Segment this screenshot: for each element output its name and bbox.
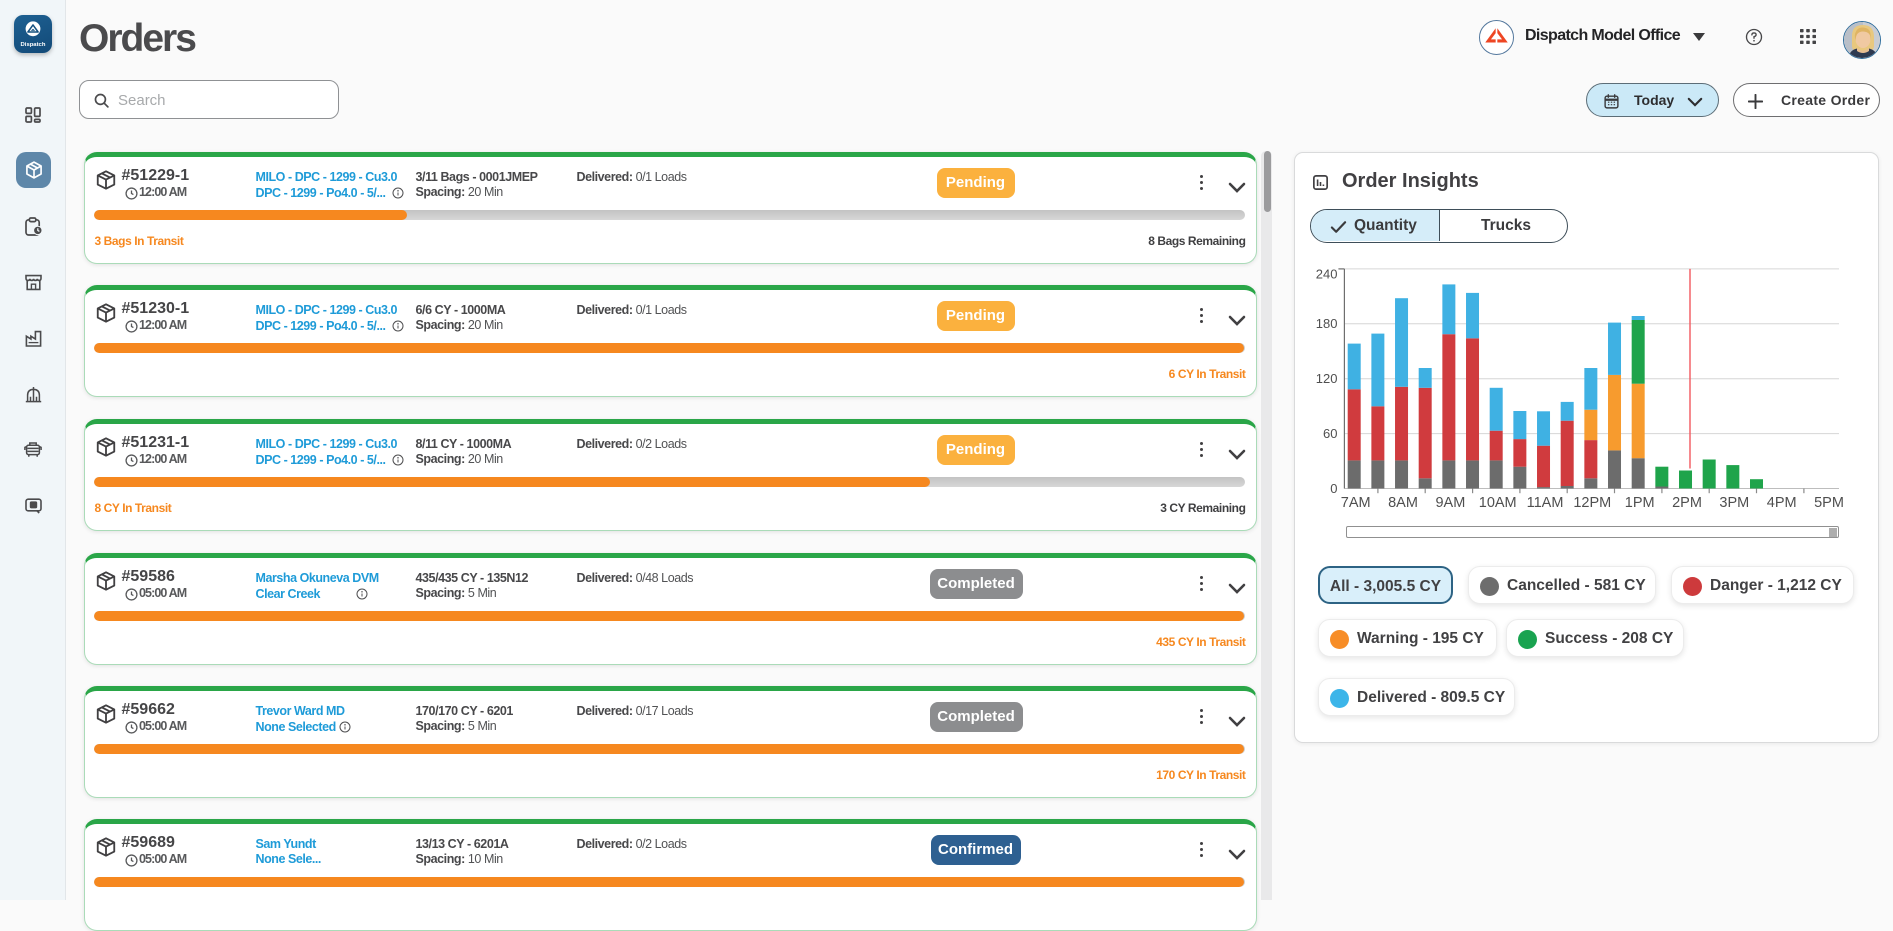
svg-text:7AM: 7AM	[1341, 495, 1371, 511]
svg-text:1PM: 1PM	[1625, 495, 1655, 511]
svg-text:240: 240	[1316, 266, 1338, 281]
svg-text:12PM: 12PM	[1573, 495, 1611, 511]
svg-text:8AM: 8AM	[1388, 495, 1418, 511]
svg-text:5PM: 5PM	[1814, 495, 1844, 511]
svg-text:11AM: 11AM	[1527, 495, 1564, 511]
svg-text:Dispatch: Dispatch	[21, 42, 46, 48]
svg-text:0: 0	[1330, 481, 1337, 496]
svg-text:2PM: 2PM	[1672, 495, 1702, 511]
svg-text:10AM: 10AM	[1479, 495, 1517, 511]
svg-text:4PM: 4PM	[1767, 495, 1797, 511]
svg-text:120: 120	[1316, 371, 1338, 386]
svg-text:3PM: 3PM	[1719, 495, 1749, 511]
svg-text:180: 180	[1316, 316, 1338, 331]
svg-text:60: 60	[1323, 426, 1337, 441]
svg-text:9AM: 9AM	[1435, 495, 1465, 511]
